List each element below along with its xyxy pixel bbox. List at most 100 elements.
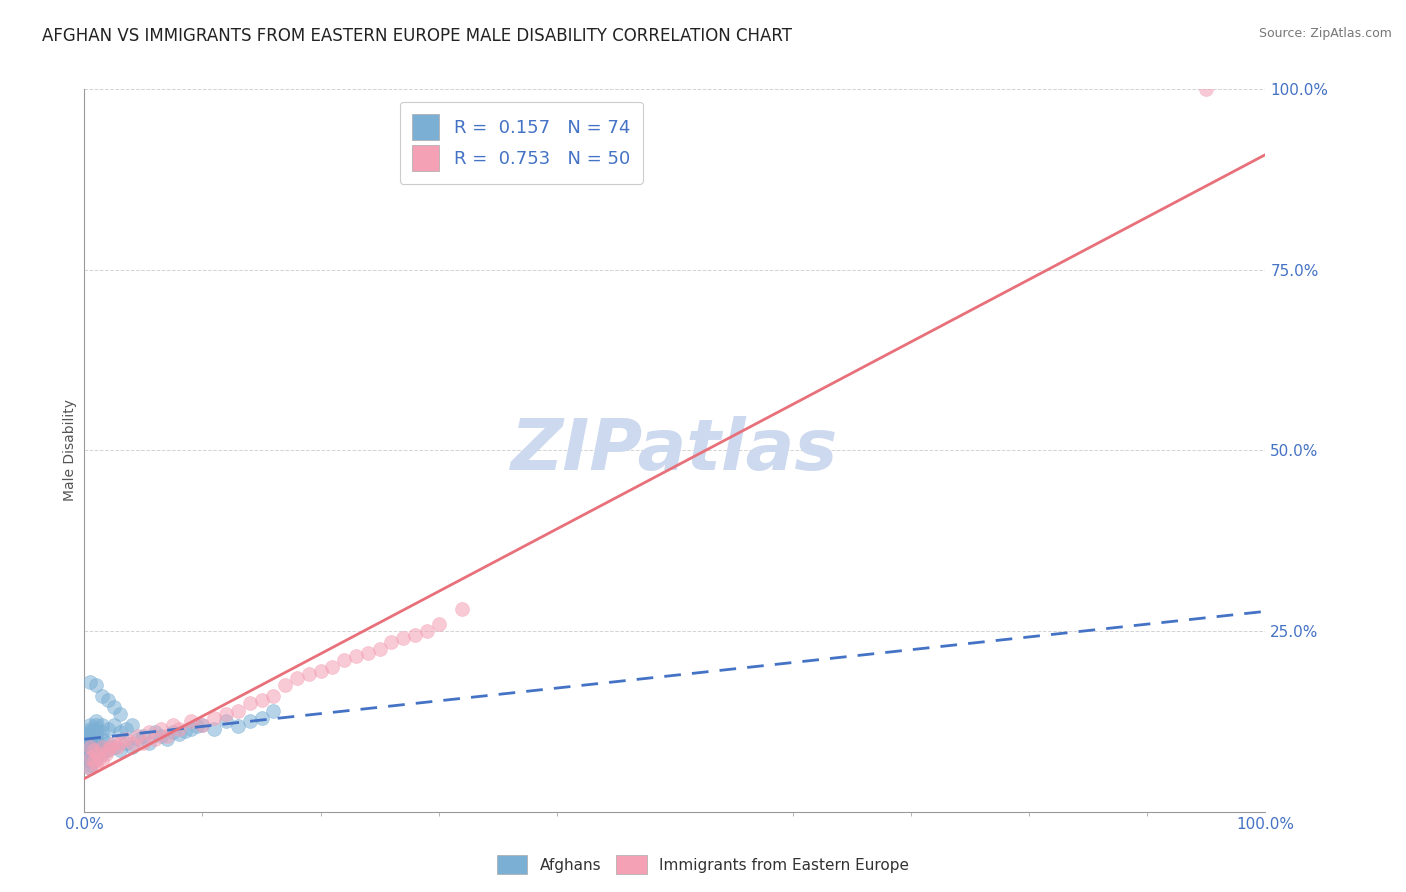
Point — [180, 714, 202, 729]
Point — [357, 646, 380, 660]
Point — [79, 674, 101, 689]
Point — [94, 747, 117, 761]
Point — [416, 624, 439, 639]
Point — [79, 746, 101, 760]
Point — [84, 747, 107, 761]
Point — [84, 722, 107, 736]
Point — [84, 736, 107, 750]
Point — [202, 722, 225, 736]
Point — [1195, 82, 1218, 96]
Point — [121, 718, 143, 732]
Point — [239, 714, 262, 729]
Point — [84, 743, 107, 757]
Point — [79, 739, 101, 754]
Point — [127, 729, 149, 743]
Point — [98, 739, 121, 754]
Point — [91, 689, 114, 703]
Point — [84, 718, 107, 732]
Point — [97, 692, 120, 706]
Point — [79, 738, 101, 752]
Point — [79, 761, 101, 775]
Point — [392, 632, 415, 646]
Point — [79, 736, 101, 750]
Point — [108, 707, 131, 722]
Point — [79, 725, 101, 739]
Point — [79, 741, 101, 756]
Y-axis label: Male Disability: Male Disability — [63, 400, 77, 501]
Text: AFGHAN VS IMMIGRANTS FROM EASTERN EUROPE MALE DISABILITY CORRELATION CHART: AFGHAN VS IMMIGRANTS FROM EASTERN EUROPE… — [42, 27, 792, 45]
Point — [215, 714, 238, 729]
Point — [91, 754, 114, 768]
Point — [91, 732, 114, 747]
Point — [79, 734, 101, 748]
Point — [250, 711, 273, 725]
Point — [79, 723, 101, 738]
Point — [108, 736, 131, 750]
Point — [103, 718, 125, 732]
Point — [103, 700, 125, 714]
Point — [103, 739, 125, 754]
Point — [79, 757, 101, 772]
Point — [368, 642, 391, 657]
Point — [150, 722, 173, 736]
Point — [79, 736, 101, 750]
Point — [162, 725, 184, 739]
Point — [84, 714, 107, 729]
Point — [226, 719, 249, 733]
Point — [156, 729, 179, 743]
Point — [262, 704, 284, 718]
Point — [103, 736, 125, 750]
Point — [79, 750, 101, 764]
Point — [97, 736, 120, 750]
Point — [79, 754, 101, 768]
Point — [91, 718, 114, 732]
Point — [380, 635, 402, 649]
Point — [191, 718, 214, 732]
Point — [285, 671, 308, 685]
Point — [427, 616, 450, 631]
Point — [79, 727, 101, 741]
Point — [114, 736, 136, 750]
Point — [215, 707, 238, 722]
Point — [156, 732, 179, 747]
Point — [250, 692, 273, 706]
Point — [114, 722, 136, 736]
Point — [83, 743, 105, 757]
Point — [173, 723, 195, 738]
Point — [127, 732, 149, 747]
Point — [84, 725, 107, 739]
Point — [167, 727, 190, 741]
Point — [239, 696, 262, 710]
Point — [97, 743, 120, 757]
Point — [79, 747, 101, 761]
Point — [84, 750, 107, 764]
Point — [97, 743, 120, 757]
Point — [91, 725, 114, 739]
Point — [186, 719, 208, 733]
Point — [138, 725, 160, 739]
Text: ZIPatlas: ZIPatlas — [512, 416, 838, 485]
Point — [333, 653, 356, 667]
Point — [298, 667, 321, 681]
Point — [132, 729, 155, 743]
Point — [274, 678, 297, 692]
Point — [167, 722, 190, 736]
Point — [226, 704, 249, 718]
Point — [97, 722, 120, 736]
Point — [79, 732, 101, 747]
Point — [79, 722, 101, 736]
Legend: Afghans, Immigrants from Eastern Europe: Afghans, Immigrants from Eastern Europe — [491, 849, 915, 880]
Point — [87, 750, 110, 764]
Point — [309, 664, 332, 678]
Point — [79, 718, 101, 732]
Point — [150, 729, 173, 743]
Point — [143, 725, 166, 739]
Point — [79, 729, 101, 743]
Point — [143, 732, 166, 747]
Point — [79, 743, 101, 757]
Text: Source: ZipAtlas.com: Source: ZipAtlas.com — [1258, 27, 1392, 40]
Point — [84, 732, 107, 747]
Point — [108, 725, 131, 739]
Legend: R =  0.157   N = 74, R =  0.753   N = 50: R = 0.157 N = 74, R = 0.753 N = 50 — [399, 102, 643, 184]
Point — [344, 649, 367, 664]
